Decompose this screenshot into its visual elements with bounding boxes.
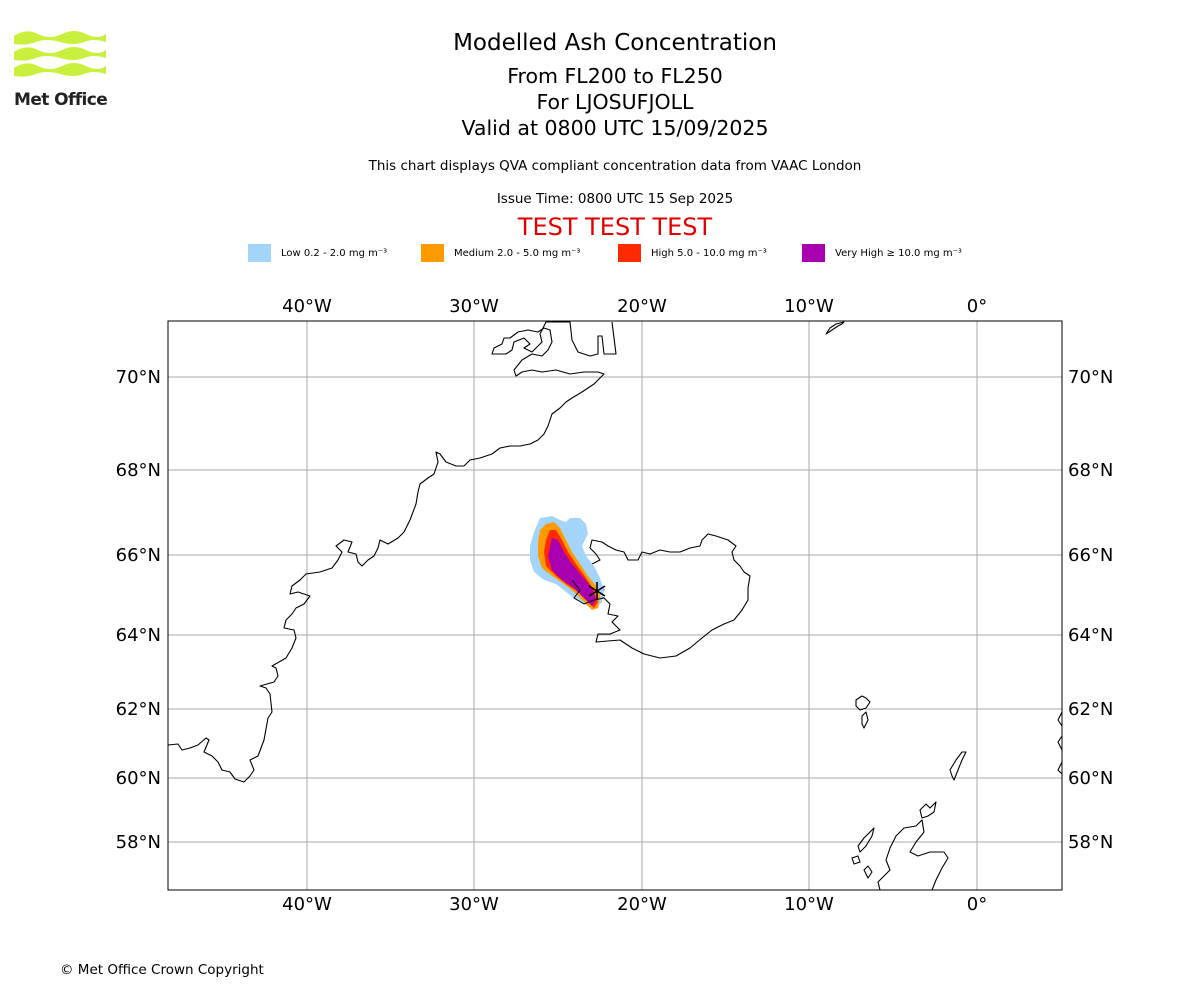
- lat-label-left-62n: 62°N: [116, 699, 161, 720]
- iceland-coastline-overlay: [571, 579, 605, 605]
- asterisk-icon: [588, 582, 606, 600]
- orkney-coastline: [919, 801, 937, 819]
- volcano-name: For LJOSUFJOLL: [536, 90, 694, 114]
- norway-coastline: [1057, 711, 1062, 775]
- legend-item-high: High 5.0 - 10.0 mg m⁻³: [618, 244, 767, 262]
- lon-label-bottom-20w: 20°W: [617, 894, 667, 915]
- legend-swatch-high: [618, 244, 641, 262]
- legend-label-medium: Medium 2.0 - 5.0 mg m⁻³: [454, 247, 581, 259]
- concentration-legend: Low 0.2 - 2.0 mg m⁻³ Medium 2.0 - 5.0 mg…: [0, 244, 1200, 264]
- lon-label-top-40w: 40°W: [282, 296, 332, 317]
- ash-cloud: [530, 516, 605, 610]
- logo-text: Met Office: [14, 90, 108, 110]
- greenland-coastline: [168, 321, 617, 783]
- lon-label-top-10w: 10°W: [784, 296, 834, 317]
- chart-title: Modelled Ash Concentration: [453, 30, 777, 56]
- legend-item-very-high: Very High ≥ 10.0 mg m⁻³: [802, 244, 962, 262]
- lat-label-right-64n: 64°N: [1068, 625, 1113, 646]
- copyright-notice: © Met Office Crown Copyright: [60, 962, 264, 978]
- lon-label-top-20w: 20°W: [617, 296, 667, 317]
- lon-label-bottom-10w: 10°W: [784, 894, 834, 915]
- lat-label-left-58n: 58°N: [116, 832, 161, 853]
- legend-item-low: Low 0.2 - 2.0 mg m⁻³: [248, 244, 387, 262]
- legend-swatch-medium: [421, 244, 444, 262]
- lon-label-bottom-0: 0°: [967, 894, 987, 915]
- legend-item-medium: Medium 2.0 - 5.0 mg m⁻³: [421, 244, 580, 262]
- lat-label-right-68n: 68°N: [1068, 460, 1113, 481]
- lat-label-right-66n: 66°N: [1068, 545, 1113, 566]
- lat-label-left-64n: 64°N: [116, 625, 161, 646]
- lat-label-left-70n: 70°N: [116, 367, 161, 388]
- lat-label-right-58n: 58°N: [1068, 832, 1113, 853]
- lon-label-top-0: 0°: [967, 296, 987, 317]
- jan-mayen-coastline: [825, 321, 845, 335]
- legend-swatch-very-high: [802, 244, 825, 262]
- legend-label-very-high: Very High ≥ 10.0 mg m⁻³: [835, 247, 962, 259]
- issue-time: Issue Time: 0800 UTC 15 Sep 2025: [496, 191, 734, 207]
- lat-label-left-60n: 60°N: [116, 768, 161, 789]
- lon-label-bottom-30w: 30°W: [449, 894, 499, 915]
- faroe-islands-coastline: [855, 695, 871, 729]
- test-banner: TEST TEST TEST: [517, 213, 713, 241]
- lat-label-left-66n: 66°N: [116, 545, 161, 566]
- chart-description: This chart displays QVA compliant concen…: [368, 158, 862, 174]
- map-frame: [167, 320, 1063, 891]
- lon-label-top-30w: 30°W: [449, 296, 499, 317]
- met-office-logo: Met Office: [14, 28, 110, 112]
- lat-label-right-70n: 70°N: [1068, 367, 1113, 388]
- iceland-coastline: [587, 533, 751, 659]
- valid-time: Valid at 0800 UTC 15/09/2025: [461, 116, 769, 140]
- graticule: [168, 321, 1062, 890]
- lat-label-right-62n: 62°N: [1068, 699, 1113, 720]
- met-office-wave-icon: [14, 31, 106, 77]
- legend-swatch-low: [248, 244, 271, 262]
- scotland-coastline: [877, 819, 949, 890]
- hebrides-coastline: [851, 827, 875, 879]
- legend-label-low: Low 0.2 - 2.0 mg m⁻³: [281, 247, 388, 259]
- shetland-coastline: [949, 751, 967, 781]
- lat-label-right-60n: 60°N: [1068, 768, 1113, 789]
- lat-label-left-68n: 68°N: [116, 460, 161, 481]
- ash-very-high-contour: [548, 538, 596, 606]
- legend-label-high: High 5.0 - 10.0 mg m⁻³: [651, 247, 767, 259]
- flight-level-range: From FL200 to FL250: [507, 64, 723, 88]
- lon-label-bottom-40w: 40°W: [282, 894, 332, 915]
